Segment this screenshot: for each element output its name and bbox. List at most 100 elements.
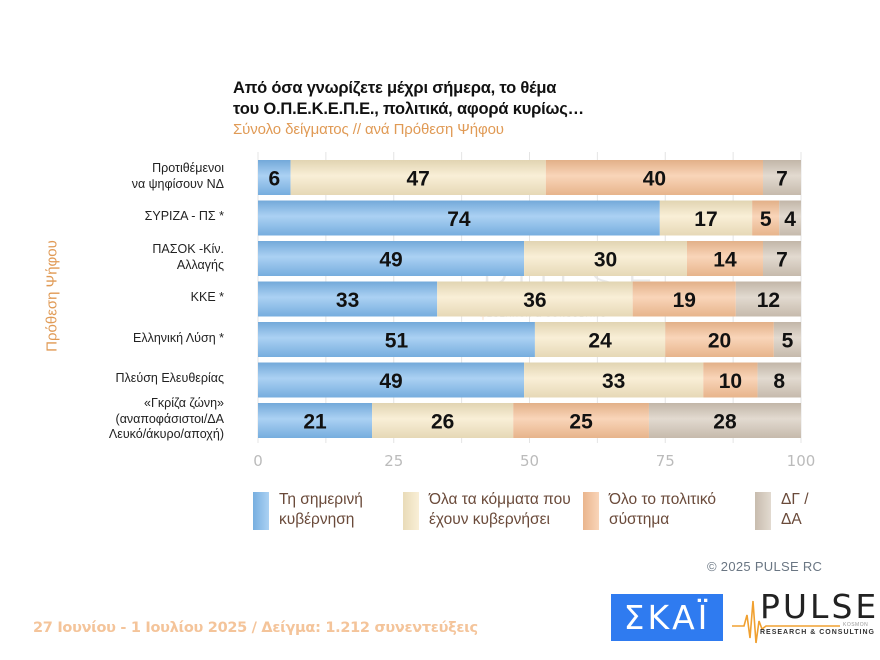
category-label-line: ΣΥΡΙΖΑ - ΠΣ * (144, 209, 224, 224)
bar-value-label: 51 (385, 330, 409, 353)
bar-value-label: 40 (643, 168, 666, 191)
chart-subtitle: Σύνολο δείγματος // ανά Πρόθεση Ψήφου (233, 121, 504, 138)
x-tick-label: 50 (520, 452, 539, 470)
x-tick-label: 75 (656, 452, 675, 470)
bar-segment (372, 403, 514, 438)
bar-segment (524, 362, 704, 398)
chart-title: Από όσα γνωρίζετε μέχρι σήμερα, το θέμα … (233, 78, 584, 120)
x-axis-ticks: 0 25 50 75 100 (253, 452, 815, 470)
category-label-line: Πλεύση Ελευθερίας (115, 371, 224, 386)
category-label-line: ΚΚΕ * (190, 290, 224, 305)
bar-value-label: 26 (431, 411, 454, 434)
bar-layer (258, 160, 801, 438)
category-label: ΣΥΡΙΖΑ - ΠΣ * (145, 209, 224, 225)
bar-value-label: 10 (719, 370, 742, 393)
bar-value-label: 36 (523, 289, 546, 312)
bar-segment (779, 200, 801, 236)
legend-swatch (253, 492, 269, 530)
bar-segment (290, 160, 546, 195)
bar-segment (735, 281, 801, 317)
category-label-line: «Γκρίζα ζώνη» (144, 396, 224, 411)
legend-label-line: σύστημα (609, 511, 670, 528)
bar-value-label: 28 (713, 411, 737, 434)
legend-label-line: Τη σημερινή (279, 491, 363, 508)
category-label-line: να ψηφίσουν ΝΔ (131, 176, 224, 191)
bar-value-label: 12 (757, 289, 780, 312)
category-label-line: Λευκό/άκυρο/αποχή) (108, 427, 224, 442)
bar-segment (665, 322, 774, 357)
pulse-logo: PULSE KOSMON RESEARCH & CONSULTING (730, 587, 876, 645)
pulse-logo-kosmon: KOSMON (843, 622, 869, 628)
bar-segment (762, 160, 801, 195)
bar-segment (258, 322, 535, 357)
bar-value-label: 20 (708, 330, 731, 353)
category-label-line: (αναποφάσιστοι/ΔΑ (115, 411, 224, 426)
bar-segment (648, 403, 801, 438)
bar-value-label: 24 (588, 330, 612, 353)
category-label: Πλεύση Ελευθερίας (116, 371, 224, 387)
bar-value-label: 5 (782, 330, 794, 353)
bar-segment (534, 322, 666, 357)
bar-segment (773, 322, 801, 357)
pulse-heartbeat-icon (732, 600, 840, 644)
bar-segment (258, 241, 525, 276)
bar-value-label: 8 (773, 370, 785, 393)
legend-label-line: ΔΓ / (781, 491, 809, 508)
x-tick-label: 100 (787, 452, 816, 470)
chart-title-line-2: του Ο.Π.Ε.Κ.Ε.Π.Ε., πολιτικά, αφορά κυρί… (233, 100, 584, 118)
bar-value-label: 33 (336, 289, 359, 312)
bar-segment (757, 362, 801, 398)
legend-label: Τη σημερινή κυβέρνηση (279, 490, 363, 530)
category-label-line: Αλλαγής (176, 257, 224, 272)
legend-label-line: κυβέρνηση (279, 511, 355, 528)
bar-value-label: 19 (673, 289, 696, 312)
bar-value-label: 7 (776, 168, 788, 191)
category-label: Ελληνική Λύση * (133, 331, 224, 347)
category-label-line: ΠΑΣΟΚ -Κίν. (152, 242, 224, 256)
legend-label-line: Όλα τα κόμματα που (429, 491, 571, 508)
bar-value-label: 14 (713, 249, 737, 272)
skai-logo: ΣΚΑΪ (611, 594, 723, 641)
bar-segment (762, 241, 801, 276)
category-label-line: Προτιθέμενοι (152, 161, 224, 175)
bar-segment (545, 160, 763, 195)
category-label: «Γκρίζα ζώνη» (αναποφάσιστοι/ΔΑ Λευκό/άκυρ… (109, 396, 224, 443)
bar-segment (258, 281, 438, 317)
bar-value-label: 4 (784, 208, 796, 231)
legend-swatch (583, 492, 599, 530)
x-tick-label: 0 (253, 452, 263, 470)
bar-segment (524, 241, 687, 276)
x-tick-label: 25 (384, 452, 403, 470)
bar-value-label: 21 (303, 411, 327, 434)
pulse-logo-word: PULSE (760, 587, 880, 626)
legend-swatch (403, 492, 419, 530)
bar-segment (752, 200, 780, 236)
bar-segment (437, 281, 633, 317)
category-label: Προτιθέμενοι να ψηφίσουν ΝΔ (132, 161, 224, 192)
bar-value-label: 25 (569, 411, 593, 434)
bar-value-label: 49 (379, 249, 402, 272)
bar-segment (659, 200, 753, 236)
legend-label-line: Όλο το πολιτικό (609, 491, 717, 508)
category-label: ΚΚΕ * (191, 290, 224, 306)
legend-label: ΔΓ / ΔΑ (781, 490, 809, 530)
category-label-line: Ελληνική Λύση * (133, 330, 224, 345)
bar-segment (513, 403, 649, 438)
bar-segment (258, 403, 373, 438)
bar-value-label: 49 (379, 370, 402, 393)
bar-segment (632, 281, 736, 317)
legend-label: Όλο το πολιτικό σύστημα (609, 490, 716, 530)
bar-segment (703, 362, 758, 398)
bar-value-label: 17 (694, 208, 717, 231)
bar-segment (258, 160, 291, 195)
legend-label-line: ΔΑ (781, 511, 802, 528)
chart-title-line-1: Από όσα γνωρίζετε μέχρι σήμερα, το θέμα (233, 79, 557, 97)
bar-segment (258, 200, 660, 236)
bar-value-label: 47 (407, 168, 430, 191)
category-label: ΠΑΣΟΚ -Κίν. Αλλαγής (152, 242, 224, 273)
bar-segment (258, 362, 525, 398)
bar-value-label: 30 (594, 249, 617, 272)
survey-dates-sample-note: 27 Ιουνίου - 1 Ιουλίου 2025 / Δείγμα: 1.… (33, 620, 478, 636)
